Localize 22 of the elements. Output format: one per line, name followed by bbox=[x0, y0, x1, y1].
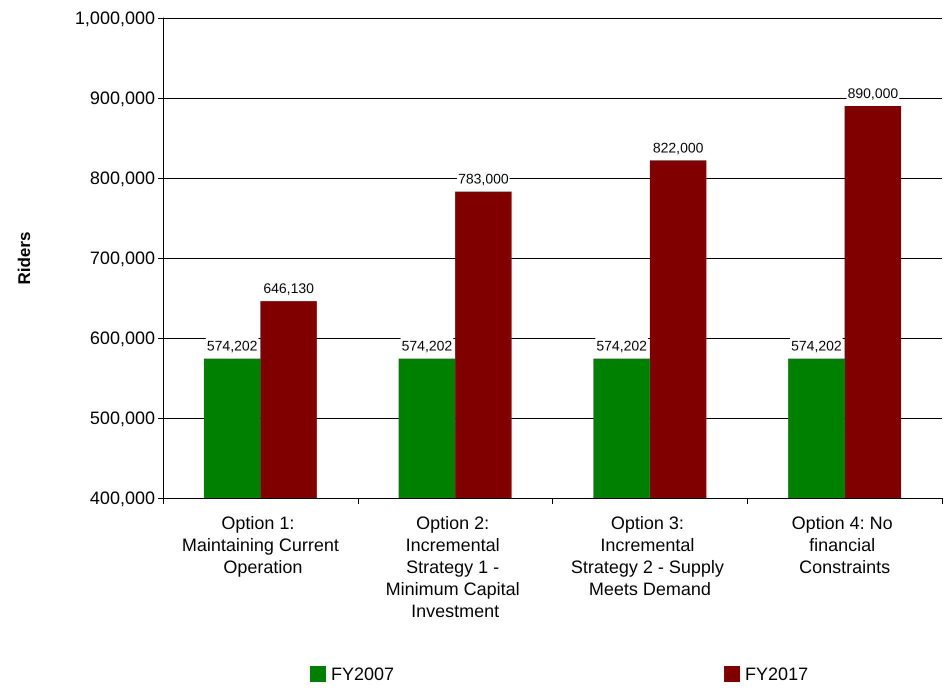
legend-label: FY2017 bbox=[745, 664, 808, 684]
y-axis-title: Riders bbox=[15, 232, 34, 284]
x-tick-label: Option 3: Incremental Strategy 2 - Supply Meets Demand bbox=[570, 513, 729, 599]
data-label: 890,000 bbox=[848, 85, 898, 101]
data-label: 574,202 bbox=[791, 338, 842, 354]
data-label: 574,202 bbox=[596, 338, 648, 354]
y-tick-label: 600,000 bbox=[90, 328, 155, 348]
data-label: 574,202 bbox=[402, 338, 452, 354]
x-tick-label: Option 2: Incremental Strategy 1 - Minimum Capital Investment bbox=[386, 513, 525, 621]
y-tick-label: 400,000 bbox=[90, 488, 155, 508]
y-tick-label: 800,000 bbox=[90, 168, 155, 188]
y-tick-label: 700,000 bbox=[90, 248, 155, 268]
data-label: 783,000 bbox=[458, 170, 509, 187]
legend-label: FY2007 bbox=[331, 664, 394, 684]
y-tick-label: 900,000 bbox=[90, 88, 155, 108]
x-tick-label: Option 1: Maintaining Current Operation bbox=[182, 513, 339, 577]
data-label: 822,000 bbox=[652, 139, 704, 156]
data-label: 646,130 bbox=[263, 280, 314, 296]
data-label: 574,202 bbox=[206, 338, 258, 354]
y-tick-label: 500,000 bbox=[90, 408, 155, 428]
x-tick-label: Option 4: No financial Constraints bbox=[792, 513, 898, 577]
y-tick-label: 1,000,000 bbox=[74, 8, 155, 28]
